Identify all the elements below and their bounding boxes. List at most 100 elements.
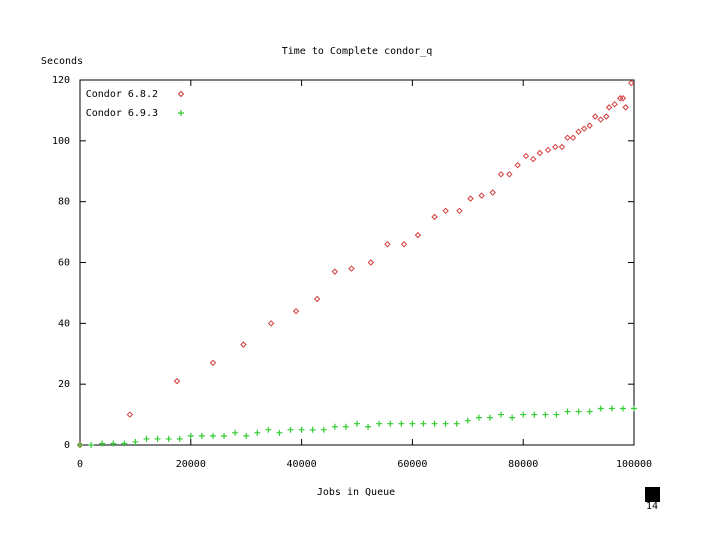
point: [529, 155, 537, 163]
point: [522, 152, 530, 160]
point: [198, 432, 205, 439]
point: [542, 411, 549, 418]
point: [514, 161, 521, 169]
legend-marker: [177, 90, 185, 98]
point: [552, 143, 559, 151]
point: [99, 440, 106, 447]
point: [398, 420, 405, 427]
point: [254, 429, 261, 436]
point: [354, 420, 360, 427]
point: [558, 143, 566, 151]
point: [475, 414, 482, 421]
x-tick-label: 80000: [508, 459, 538, 470]
point: [287, 426, 294, 433]
y-tick-label: 20: [58, 379, 70, 390]
point: [313, 295, 321, 303]
point: [575, 128, 582, 135]
point: [586, 122, 593, 129]
point: [586, 408, 593, 415]
point: [400, 241, 408, 248]
point: [575, 408, 582, 415]
page-marker: [645, 487, 660, 502]
point: [165, 435, 172, 442]
point: [531, 411, 538, 418]
point: [631, 405, 637, 412]
point: [506, 171, 513, 178]
point: [88, 442, 95, 448]
point: [348, 265, 355, 272]
point: [597, 116, 604, 123]
point: [126, 411, 134, 418]
legend-label: Condor 6.8.2: [86, 89, 158, 100]
point: [603, 113, 610, 120]
point: [592, 113, 599, 120]
point: [520, 411, 527, 418]
point: [154, 435, 161, 442]
point: [265, 426, 272, 433]
point: [209, 359, 217, 367]
x-tick-label: 40000: [287, 459, 317, 470]
y-tick-label: 40: [58, 318, 70, 329]
x-tick-label: 100000: [616, 459, 652, 470]
point: [384, 241, 391, 248]
point: [331, 268, 339, 275]
point: [478, 192, 485, 199]
point: [611, 101, 618, 108]
y-tick-label: 120: [52, 75, 70, 86]
point: [442, 420, 449, 427]
point: [569, 134, 577, 141]
point: [367, 259, 375, 266]
point: [622, 104, 629, 111]
point: [243, 432, 250, 439]
point: [414, 231, 422, 239]
x-tick-label: 60000: [397, 459, 427, 470]
legend-marker: [178, 110, 184, 116]
point: [240, 341, 247, 348]
x-tick-label: 20000: [176, 459, 206, 470]
plot-frame: [79, 79, 635, 446]
point: [331, 423, 338, 430]
point: [173, 377, 181, 385]
page-number: 14: [646, 501, 658, 512]
point: [77, 442, 83, 448]
point: [608, 405, 615, 412]
point: [342, 423, 349, 430]
x-tick-label: 0: [77, 459, 83, 470]
point: [564, 134, 571, 141]
point: [628, 79, 635, 87]
y-axis-label: Seconds: [41, 56, 83, 67]
point: [143, 435, 150, 442]
point: [320, 426, 327, 433]
y-tick-label: 0: [64, 440, 70, 451]
point: [464, 417, 471, 424]
point: [409, 420, 416, 427]
point: [110, 440, 117, 447]
point: [176, 435, 183, 442]
point: [431, 420, 438, 427]
point: [580, 125, 588, 132]
point: [456, 207, 463, 214]
point: [605, 104, 613, 111]
point: [442, 207, 449, 214]
point: [376, 420, 383, 427]
point: [486, 414, 493, 421]
point: [292, 307, 300, 315]
point: [365, 423, 372, 430]
chart-title: Time to Complete condor_q: [282, 46, 433, 57]
legend-label: Condor 6.9.3: [86, 108, 158, 119]
point: [267, 320, 275, 327]
point: [489, 189, 496, 196]
point: [431, 213, 438, 221]
point: [619, 95, 627, 102]
point: [132, 438, 139, 445]
point: [298, 426, 305, 433]
point: [498, 411, 505, 418]
x-axis-label: Jobs in Queue: [317, 487, 395, 498]
point: [619, 405, 626, 412]
y-tick-label: 80: [58, 197, 70, 208]
point: [420, 420, 427, 427]
point: [553, 411, 560, 418]
point: [544, 146, 552, 154]
